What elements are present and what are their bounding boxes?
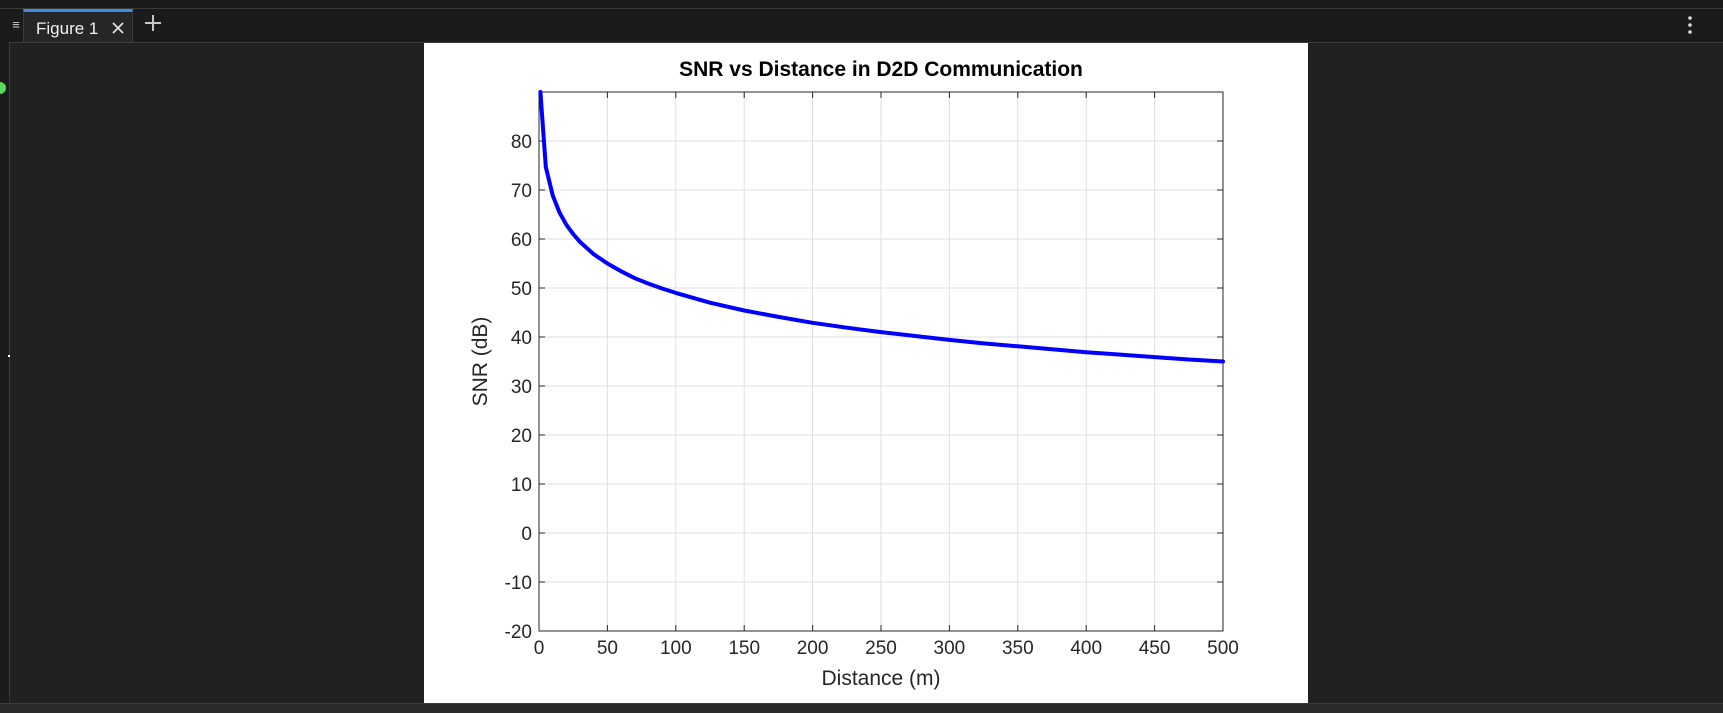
x-tick-label: 250 (865, 638, 897, 659)
status-indicator-icon (0, 82, 6, 94)
tab-bar (0, 9, 1723, 43)
plus-icon[interactable] (143, 13, 163, 33)
y-tick-label: 60 (511, 230, 532, 251)
x-tick-label: 200 (797, 638, 829, 659)
series-layer (538, 90, 1225, 364)
y-tick-label: -20 (505, 622, 532, 643)
figure-canvas: 0 50 100 150 200 250 300 350 400 450 500 -20 -10 0 10 2… (424, 43, 1308, 703)
ticks: 0 50 100 150 200 250 300 350 400 450 500 -20 -10 0 10 2… (505, 92, 1239, 659)
left-edge-bar (0, 42, 10, 702)
x-tick-label: 0 (534, 638, 545, 659)
panel-handle-icon[interactable]: ≡ (12, 17, 20, 32)
y-tick-label: 10 (511, 475, 532, 496)
x-tick-label: 450 (1139, 638, 1171, 659)
y-tick-label: 50 (511, 279, 532, 300)
x-tick-label: 400 (1070, 638, 1102, 659)
y-tick-label: 30 (511, 377, 532, 398)
y-tick-label: 70 (511, 181, 532, 202)
y-tick-label: -10 (505, 573, 532, 594)
top-strip (0, 0, 1723, 9)
chart-title: SNR vs Distance in D2D Communication (679, 58, 1083, 81)
x-tick-label: 150 (728, 638, 760, 659)
x-tick-label: 500 (1207, 638, 1239, 659)
bottom-strip (0, 703, 1723, 713)
vertical-ellipsis-icon[interactable] (1686, 15, 1694, 37)
edge-marker (8, 355, 10, 357)
x-tick-label: 50 (597, 638, 618, 659)
y-axis-label: SNR (dB) (469, 317, 492, 407)
x-tick-label: 350 (1002, 638, 1034, 659)
y-tick-label: 80 (511, 132, 532, 153)
y-tick-label: 0 (521, 524, 532, 545)
tab-label: Figure 1 (36, 19, 99, 38)
tab-figure-1[interactable]: Figure 1 (23, 9, 133, 42)
x-axis-label: Distance (m) (821, 667, 940, 690)
chart: 0 50 100 150 200 250 300 350 400 450 500 -20 -10 0 10 2… (469, 58, 1239, 690)
series-line (538, 90, 1225, 364)
y-tick-label: 40 (511, 328, 532, 349)
x-tick-label: 300 (934, 638, 966, 659)
x-tick-label: 100 (660, 638, 692, 659)
grid (539, 92, 1223, 631)
close-icon[interactable] (110, 20, 126, 36)
y-tick-label: 20 (511, 426, 532, 447)
